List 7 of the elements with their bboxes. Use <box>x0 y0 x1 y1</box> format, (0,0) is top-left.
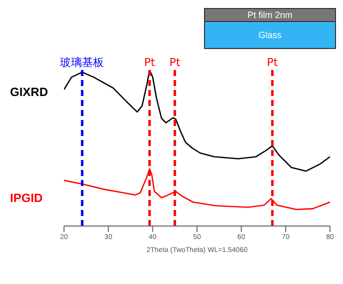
ref-line-label: Pt <box>144 56 156 69</box>
ref-line-label: 玻璃基板 <box>60 56 104 69</box>
series-label: IPGID <box>10 190 43 205</box>
ref-line-label: Pt <box>266 56 279 69</box>
layer-stack-diagram: Pt film 2nm Glass <box>204 8 336 49</box>
ref-line-label: Pt <box>169 56 181 69</box>
series-label: GIXRD <box>10 84 48 99</box>
